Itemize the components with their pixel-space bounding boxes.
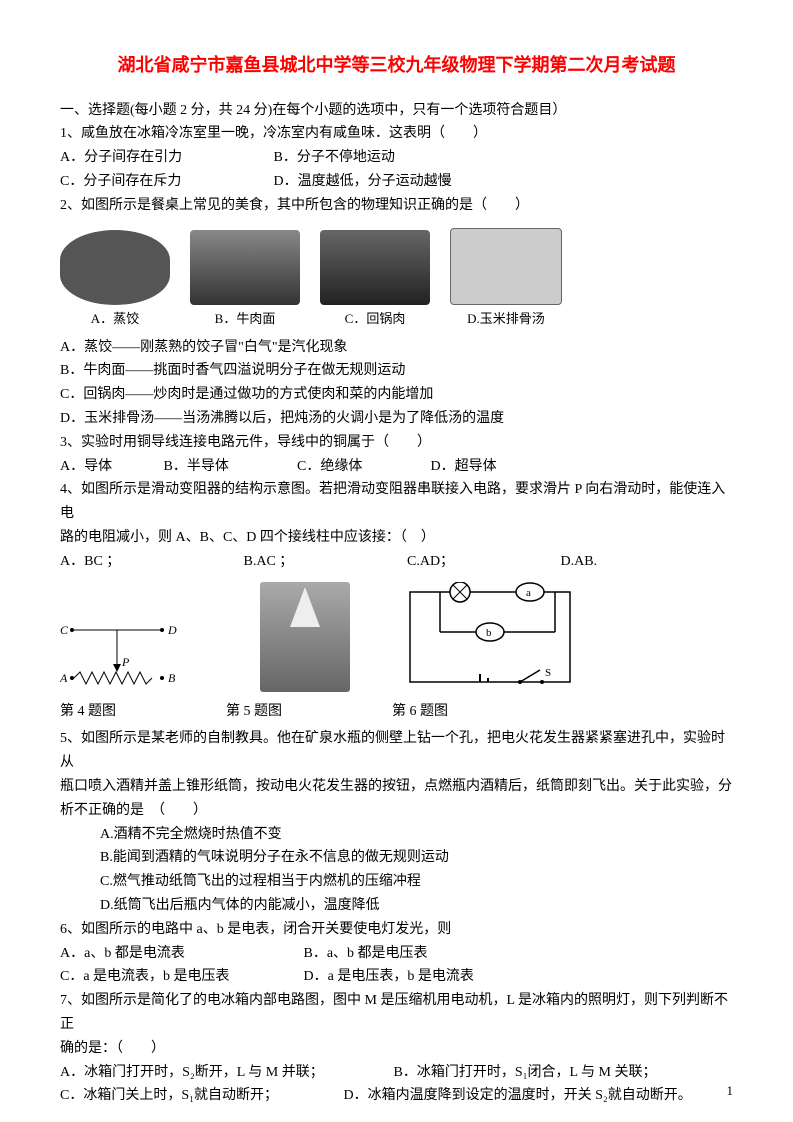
caption-q5: 第 5 题图 — [226, 700, 282, 724]
q5-opt-d: D.纸筒飞出后瓶内气体的内能减小，温度降低 — [60, 894, 733, 918]
q6-opt-a: A．a、b 都是电流表 — [60, 942, 300, 966]
q7-opt-b: B．冰箱门打开时，S₁闭合，L 与 M 关联； — [394, 1061, 657, 1085]
q7-opt-c: C．冰箱门关上时，S₁就自动断开； — [60, 1084, 340, 1108]
q2-opt-d: D．玉米排骨汤——当汤沸腾以后，把炖汤的火调小是为了降低汤的温度 — [60, 407, 733, 431]
spark-generator-image — [260, 582, 350, 692]
rheostat-label-a: A — [60, 671, 68, 685]
food-c-image — [320, 230, 430, 305]
food-b-image — [190, 230, 300, 305]
rheostat-label-b: B — [168, 671, 176, 685]
food-c: C．回锅肉 — [320, 230, 430, 330]
food-d: D.玉米排骨汤 — [450, 228, 562, 330]
q3-options: A．导体 B．半导体 C．绝缘体 D．超导体 — [60, 455, 733, 479]
diagram-captions: 第 4 题图 第 5 题图 第 6 题图 — [60, 700, 733, 724]
q1-opt-d: D．温度越低，分子运动越慢 — [274, 170, 452, 194]
q6-stem: 6、如图所示的电路中 a、b 是电表，闭合开关要使电灯发光，则 — [60, 918, 733, 942]
q3-stem: 3、实验时用铜导线连接电路元件，导线中的铜属于（ ） — [60, 431, 733, 455]
q2-opt-c: C．回锅肉——炒肉时是通过做功的方式使肉和菜的内能增加 — [60, 383, 733, 407]
q5-opt-b: B.能闻到酒精的气味说明分子在永不信息的做无规则运动 — [60, 846, 733, 870]
q3-opt-a: A．导体 — [60, 455, 160, 479]
q4-opt-a: A．BC ； — [60, 550, 240, 574]
q5-stem1: 5、如图所示是某老师的自制教具。他在矿泉水瓶的侧壁上钻一个孔，把电火花发生器紧紧… — [60, 727, 733, 775]
q6-opt-b: B．a、b 都是电压表 — [304, 942, 428, 966]
caption-q4: 第 4 题图 — [60, 700, 116, 724]
page-title: 湖北省咸宁市嘉鱼县城北中学等三校九年级物理下学期第二次月考试题 — [60, 50, 733, 81]
circuit-label-s: S — [545, 667, 551, 679]
q5-stem2: 瓶口喷入酒精并盖上锥形纸筒，按动电火花发生器的按钮，点燃瓶内酒精后，纸筒即刻飞出… — [60, 775, 733, 799]
q2-opt-b: B．牛肉面——挑面时香气四溢说明分子在做无规则运动 — [60, 359, 733, 383]
q2-stem: 2、如图所示是餐桌上常见的美食，其中所包含的物理知识正确的是（ ） — [60, 194, 733, 218]
food-images-row: A．蒸饺 B．牛肉面 C．回锅肉 D.玉米排骨汤 — [60, 228, 733, 330]
q1-options-row1: A．分子间存在引力 B．分子不停地运动 — [60, 146, 733, 170]
circuit-label-b: b — [486, 627, 492, 639]
rheostat-label-c: C — [60, 623, 69, 637]
q6-row1: A．a、b 都是电流表 B．a、b 都是电压表 — [60, 942, 733, 966]
q3-opt-c: C．绝缘体 — [297, 455, 427, 479]
q1-opt-c: C．分子间存在斥力 — [60, 170, 270, 194]
q6-row2: C．a 是电流表，b 是电压表 D．a 是电压表，b 是电流表 — [60, 965, 733, 989]
q7-opt-d: D．冰箱内温度降到设定的温度时，开关 S₂就自动断开。 — [344, 1084, 692, 1108]
caption-q6: 第 6 题图 — [392, 700, 448, 724]
q4-opt-b: B.AC ； — [244, 550, 404, 574]
q5-opt-c: C.燃气推动纸筒飞出的过程相当于内燃机的压缩冲程 — [60, 870, 733, 894]
q4-stem2: 路的电阻减小，则 A、B、C、D 四个接线柱中应该接：（ ） — [60, 526, 733, 550]
q4-options: A．BC ； B.AC ； C.AD； D.AB. — [60, 550, 733, 574]
q5-stem3: 析不正确的是 （ ） — [60, 799, 733, 823]
q3-opt-d: D．超导体 — [431, 455, 497, 479]
q7-row1: A．冰箱门打开时，S₂断开，L 与 M 并联； B．冰箱门打开时，S₁闭合，L … — [60, 1061, 733, 1085]
circuit-diagram: a b S — [400, 582, 580, 692]
q2-opt-a: A．蒸饺——刚蒸熟的饺子冒"白气"是汽化现象 — [60, 336, 733, 360]
rheostat-label-p: P — [121, 655, 130, 669]
q6-opt-d: D．a 是电压表，b 是电流表 — [304, 965, 474, 989]
q1-opt-a: A．分子间存在引力 — [60, 146, 270, 170]
food-b-label: B．牛肉面 — [190, 308, 300, 330]
q7-row2: C．冰箱门关上时，S₁就自动断开； D．冰箱内温度降到设定的温度时，开关 S₂就… — [60, 1084, 733, 1108]
q4-opt-c: C.AD； — [407, 550, 557, 574]
q7-opt-a: A．冰箱门打开时，S₂断开，L 与 M 并联； — [60, 1061, 390, 1085]
page-number: 1 — [727, 1080, 734, 1102]
food-b: B．牛肉面 — [190, 230, 300, 330]
food-d-image — [450, 228, 562, 305]
circuit-label-a: a — [526, 587, 531, 599]
rheostat-diagram: C D P A B — [60, 622, 210, 692]
diagram-row: C D P A B a b — [60, 582, 733, 692]
q1-options-row2: C．分子间存在斥力 D．温度越低，分子运动越慢 — [60, 170, 733, 194]
food-a: A．蒸饺 — [60, 230, 170, 330]
q3-opt-b: B．半导体 — [164, 455, 294, 479]
q4-opt-d: D.AB. — [561, 550, 598, 574]
food-a-image — [60, 230, 170, 305]
food-c-label: C．回锅肉 — [320, 308, 430, 330]
q7-stem2: 确的是：（ ） — [60, 1037, 733, 1061]
q5-opt-a: A.酒精不完全燃烧时热值不变 — [60, 823, 733, 847]
q4-stem1: 4、如图所示是滑动变阻器的结构示意图。若把滑动变阻器串联接入电路，要求滑片 P … — [60, 478, 733, 526]
food-d-label: D.玉米排骨汤 — [450, 308, 562, 330]
food-a-label: A．蒸饺 — [60, 308, 170, 330]
q6-opt-c: C．a 是电流表，b 是电压表 — [60, 965, 300, 989]
q1-opt-b: B．分子不停地运动 — [274, 146, 395, 170]
section-header: 一、选择题(每小题 2 分，共 24 分)在每个小题的选项中，只有一个选项符合题… — [60, 99, 733, 123]
rheostat-label-d: D — [167, 623, 177, 637]
q7-stem1: 7、如图所示是简化了的电冰箱内部电路图，图中 M 是压缩机用电动机，L 是冰箱内… — [60, 989, 733, 1037]
q1-stem: 1、咸鱼放在冰箱冷冻室里一晚，冷冻室内有咸鱼味．这表明（ ） — [60, 122, 733, 146]
